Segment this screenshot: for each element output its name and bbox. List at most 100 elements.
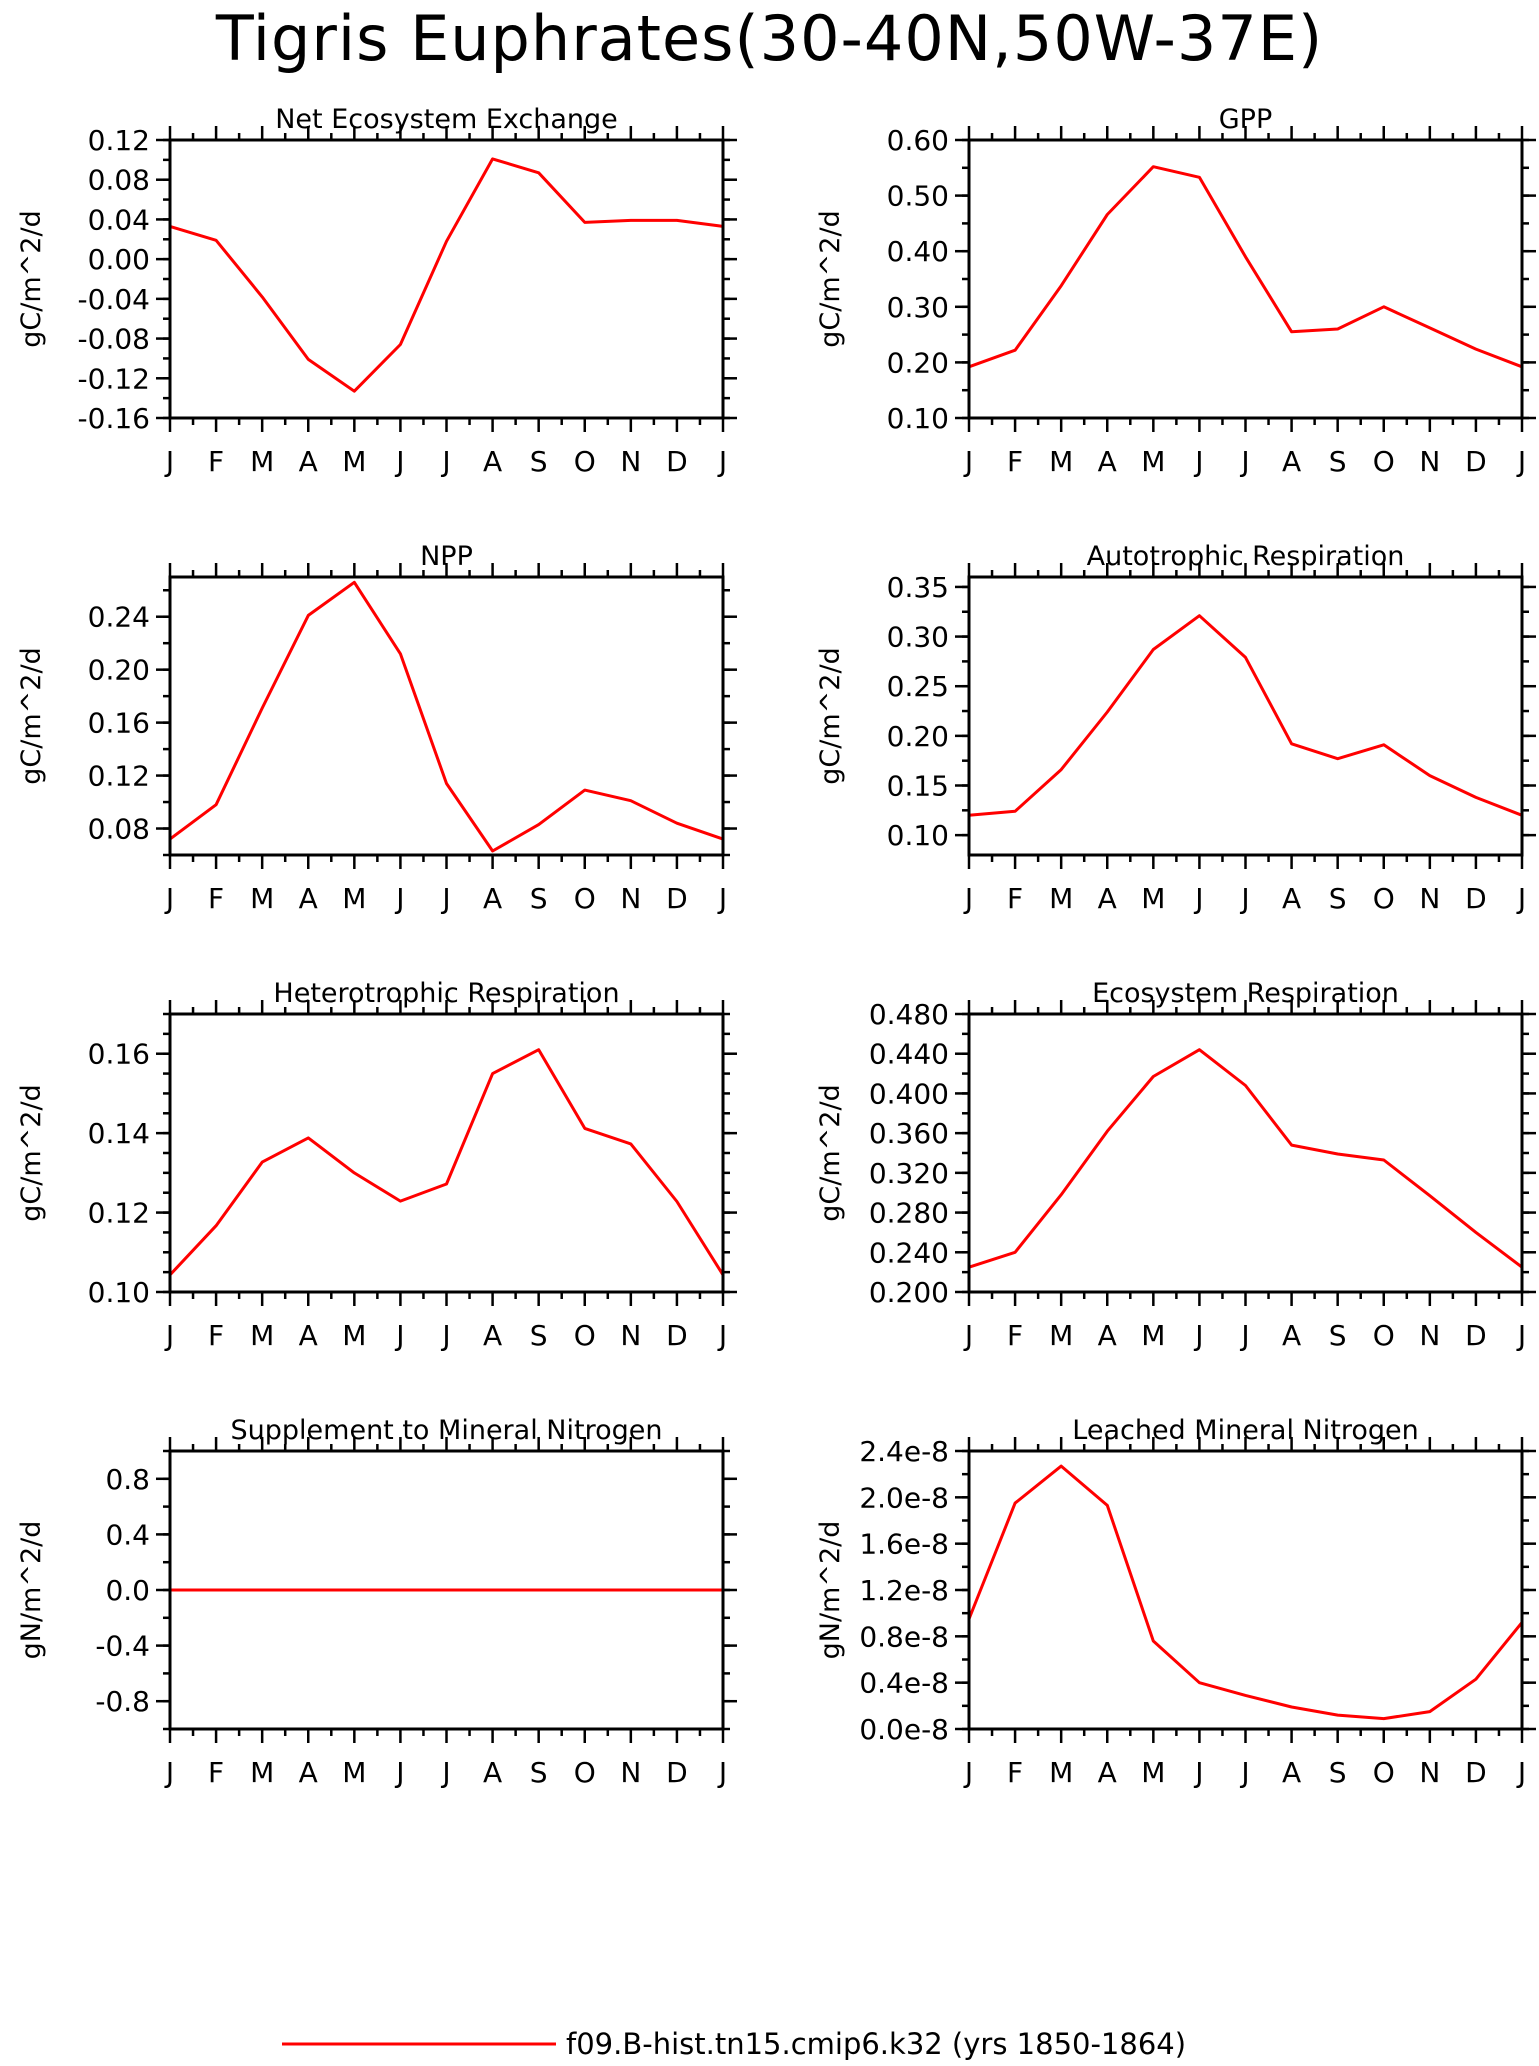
y-tick-label: 0.08 bbox=[88, 164, 150, 197]
y-tick-label: 0.16 bbox=[88, 1038, 150, 1071]
y-tick-label: 0.0e-8 bbox=[859, 1713, 949, 1746]
x-tick-label: J bbox=[164, 882, 174, 915]
y-axis-label: gC/m^2/d bbox=[815, 647, 846, 784]
y-tick-label: 2.0e-8 bbox=[859, 1481, 949, 1514]
x-tick-label: J bbox=[1516, 1756, 1526, 1789]
x-tick-label: F bbox=[1007, 1319, 1023, 1352]
y-tick-label: -0.8 bbox=[95, 1685, 150, 1718]
panel-8: Leached Mineral NitrogengN/m^2/d2.4e-82.… bbox=[815, 1415, 1536, 1789]
y-axis-label: gC/m^2/d bbox=[815, 1084, 846, 1221]
x-tick-label: J bbox=[1193, 1756, 1203, 1789]
panel-1: Net Ecosystem ExchangegC/m^2/d0.120.080.… bbox=[16, 104, 737, 478]
y-tick-label: 0.10 bbox=[887, 402, 949, 435]
x-tick-label: J bbox=[164, 1319, 174, 1352]
x-tick-label: J bbox=[394, 1319, 404, 1352]
x-tick-label: J bbox=[394, 882, 404, 915]
x-tick-label: D bbox=[1465, 1319, 1487, 1352]
panel-7: Supplement to Mineral NitrogengN/m^2/d0.… bbox=[16, 1415, 737, 1789]
x-tick-label: O bbox=[574, 1756, 596, 1789]
x-tick-label: F bbox=[1007, 1756, 1023, 1789]
x-tick-label: J bbox=[1516, 882, 1526, 915]
x-tick-label: J bbox=[1239, 1319, 1249, 1352]
y-tick-label: 0.20 bbox=[887, 346, 949, 379]
y-axis-label: gN/m^2/d bbox=[815, 1521, 846, 1660]
x-tick-label: A bbox=[299, 1756, 318, 1789]
x-tick-label: J bbox=[164, 445, 174, 478]
y-tick-label: -0.16 bbox=[78, 402, 150, 435]
y-tick-label: -0.08 bbox=[78, 323, 150, 356]
plot-frame bbox=[967, 138, 1524, 420]
plot-frame bbox=[168, 1449, 725, 1731]
y-tick-label: 0.320 bbox=[869, 1157, 949, 1190]
y-tick-label: -0.12 bbox=[78, 362, 150, 395]
x-tick-label: J bbox=[440, 882, 450, 915]
x-tick-label: M bbox=[250, 1756, 274, 1789]
series-line bbox=[968, 614, 1523, 817]
x-tick-label: M bbox=[250, 445, 274, 478]
x-tick-label: J bbox=[1193, 1319, 1203, 1352]
x-tick-label: O bbox=[1373, 1319, 1395, 1352]
x-tick-label: A bbox=[483, 882, 502, 915]
y-tick-label: 0.8 bbox=[105, 1463, 150, 1496]
panel-6: Ecosystem RespirationgC/m^2/d0.4800.4400… bbox=[815, 978, 1536, 1352]
x-tick-label: J bbox=[1239, 1756, 1249, 1789]
x-tick-label: N bbox=[1419, 1319, 1440, 1352]
x-tick-label: S bbox=[1329, 882, 1347, 915]
x-tick-label: A bbox=[299, 1319, 318, 1352]
x-tick-label: N bbox=[620, 882, 641, 915]
x-tick-label: J bbox=[1239, 882, 1249, 915]
x-tick-label: J bbox=[717, 1756, 727, 1789]
y-tick-label: 0.00 bbox=[88, 243, 150, 276]
y-tick-label: 0.08 bbox=[88, 813, 150, 846]
y-tick-label: 0.25 bbox=[887, 670, 949, 703]
x-tick-label: M bbox=[342, 1756, 366, 1789]
x-tick-label: M bbox=[1049, 1756, 1073, 1789]
x-tick-label: F bbox=[208, 445, 224, 478]
series-line bbox=[968, 165, 1523, 369]
x-tick-label: J bbox=[440, 1319, 450, 1352]
y-tick-label: 0.30 bbox=[887, 621, 949, 654]
x-tick-label: M bbox=[1141, 1319, 1165, 1352]
x-tick-label: A bbox=[1282, 1756, 1301, 1789]
x-tick-label: F bbox=[1007, 882, 1023, 915]
x-tick-label: O bbox=[1373, 445, 1395, 478]
x-tick-label: M bbox=[342, 1319, 366, 1352]
y-tick-label: 0.280 bbox=[869, 1197, 949, 1230]
legend-label: f09.B-hist.tn15.cmip6.k32 (yrs 1850-1864… bbox=[566, 2027, 1186, 2061]
x-tick-label: J bbox=[394, 1756, 404, 1789]
plot-frame bbox=[967, 1449, 1524, 1731]
y-tick-label: 0.360 bbox=[869, 1117, 949, 1150]
y-axis-label: gC/m^2/d bbox=[815, 210, 846, 347]
x-tick-label: A bbox=[1282, 1319, 1301, 1352]
y-tick-label: 2.4e-8 bbox=[859, 1435, 949, 1468]
x-tick-label: O bbox=[574, 445, 596, 478]
y-tick-label: 0.04 bbox=[88, 203, 150, 236]
x-tick-label: A bbox=[1098, 1319, 1117, 1352]
x-tick-label: A bbox=[299, 882, 318, 915]
y-tick-label: 0.20 bbox=[887, 720, 949, 753]
x-tick-label: M bbox=[250, 1319, 274, 1352]
y-tick-label: 0.14 bbox=[88, 1117, 150, 1150]
x-tick-label: O bbox=[574, 882, 596, 915]
y-tick-label: 1.2e-8 bbox=[859, 1574, 949, 1607]
figure-title: Tigris Euphrates(30-40N,50W-37E) bbox=[215, 2, 1324, 75]
x-tick-label: F bbox=[208, 882, 224, 915]
y-tick-label: 0.200 bbox=[869, 1276, 949, 1309]
x-tick-label: M bbox=[1049, 445, 1073, 478]
y-tick-label: 0.0 bbox=[105, 1574, 150, 1607]
x-tick-label: A bbox=[1098, 445, 1117, 478]
x-tick-label: A bbox=[1282, 445, 1301, 478]
y-tick-label: 0.10 bbox=[88, 1276, 150, 1309]
x-tick-label: M bbox=[1049, 882, 1073, 915]
y-tick-label: 1.6e-8 bbox=[859, 1528, 949, 1561]
x-tick-label: J bbox=[440, 1756, 450, 1789]
x-tick-label: S bbox=[1329, 1756, 1347, 1789]
x-tick-label: A bbox=[483, 1756, 502, 1789]
plot-frame bbox=[967, 575, 1524, 857]
x-tick-label: J bbox=[963, 1756, 973, 1789]
x-tick-label: M bbox=[1141, 445, 1165, 478]
x-tick-label: J bbox=[1516, 445, 1526, 478]
y-tick-label: 0.15 bbox=[887, 770, 949, 803]
x-tick-label: J bbox=[717, 1319, 727, 1352]
